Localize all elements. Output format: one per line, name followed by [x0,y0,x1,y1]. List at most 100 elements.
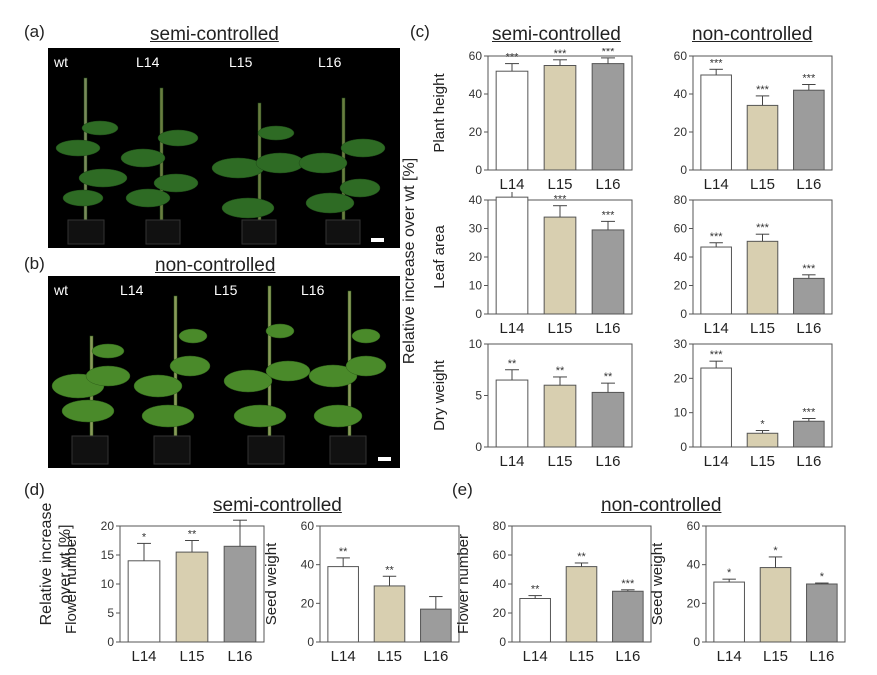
y-tick-label: 0 [680,440,687,454]
y-tick-label: 60 [687,519,701,533]
significance-marker: *** [554,194,568,206]
scale-bar [371,238,384,242]
x-tick-label: L14 [523,648,548,665]
significance-marker: *** [621,578,635,590]
chart-plant-height-non: 0 20 40 60 *** L14 *** L15 *** L16 [674,49,833,193]
chart-leaf-area-non: 0 20 40 60 80 *** L14 *** L15 *** L16 [674,193,833,337]
scale-bar [378,457,391,461]
y-tick-label: 20 [301,596,315,610]
photo-semi-controlled: wt L14 L15 L16 [48,48,400,248]
photo-a-label-l14: L14 [136,54,160,70]
panel-b-letter: (b) [24,254,45,273]
panel-d-letter: (d) [24,480,45,499]
y-tick-label: 10 [674,406,688,420]
y-tick-label: 40 [674,87,688,101]
bar-l14 [495,196,529,315]
bar-l14 [519,598,551,643]
y-tick-label: 5 [107,606,114,620]
x-tick-label: L16 [227,648,252,665]
x-tick-label: L16 [796,453,821,470]
significance-marker: *** [756,222,770,234]
y-tick-label: 5 [475,389,482,403]
y-tick-label: 20 [101,519,115,533]
bar-l14 [495,70,529,171]
y-tick-label: 0 [680,163,687,177]
y-tick-label: 30 [674,337,688,351]
bar-l15 [565,566,598,643]
chart-plant-height-semi: 0 20 40 60 Plant height *** L14 *** L15 *** L16 [431,48,633,193]
bar-l16 [420,608,452,643]
bar-l16 [223,545,257,643]
x-tick-label: L16 [595,453,620,470]
significance-marker: ** [604,371,613,383]
panel-a-title: semi-controlled [150,24,279,45]
y-tick-label: 20 [674,371,688,385]
y-tick-label: 15 [101,548,115,562]
significance-marker: *** [756,84,770,96]
significance-marker: *** [602,209,616,221]
x-tick-label: L15 [547,320,572,337]
x-tick-label: L14 [704,453,729,470]
y-axis-label: Leaf area [431,225,448,289]
y-tick-label: 0 [680,307,687,321]
x-tick-label: L14 [131,648,156,665]
x-tick-label: L16 [423,648,448,665]
y-tick-label: 0 [475,440,482,454]
significance-marker: ** [577,551,586,563]
bar-l16 [591,391,625,448]
plants-illustration-b [51,285,387,465]
bar-l14 [495,379,529,448]
y-tick-label: 20 [493,606,507,620]
significance-marker: ** [508,358,517,370]
y-tick-label: 80 [493,519,507,533]
y-tick-label: 60 [674,222,688,236]
y-tick-label: 40 [493,577,507,591]
y-tick-label: 40 [674,250,688,264]
x-tick-label: L15 [547,453,572,470]
significance-marker: *** [710,57,724,69]
y-tick-label: 40 [301,558,315,572]
significance-marker: * [142,531,147,543]
x-tick-label: L16 [615,648,640,665]
significance-marker: *** [602,48,616,58]
y-tick-label: 60 [674,49,688,63]
photo-a-label-l16: L16 [318,54,342,70]
significance-marker: * [773,545,778,557]
significance-marker: *** [802,263,816,275]
x-tick-label: L14 [331,648,356,665]
x-tick-label: L14 [499,320,524,337]
bar-l14 [700,74,732,171]
bar-l15 [373,585,406,643]
x-tick-label: L15 [750,320,775,337]
y-tick-label: 20 [469,125,483,139]
photo-a-label-l15: L15 [229,54,253,70]
chart-dry-weight-non: 0 10 20 30 *** L14 * L15 *** L16 [674,337,833,470]
panel-c-title-non: non-controlled [692,24,813,45]
x-tick-label: L15 [750,453,775,470]
y-tick-label: 0 [107,635,114,649]
y-tick-label: 30 [469,222,483,236]
panel-c-title-semi: semi-controlled [492,24,621,45]
significance-marker: ** [531,584,540,596]
x-tick-label: L14 [499,453,524,470]
y-tick-label: 0 [693,635,700,649]
bar-l15 [746,240,779,315]
photo-b-label-l16: L16 [301,282,325,298]
y-tick-label: 10 [469,337,483,351]
y-tick-label: 60 [301,519,315,533]
panel-e-letter: (e) [452,480,473,499]
photo-a-label-wt: wt [54,54,68,70]
x-tick-label: L16 [809,648,834,665]
panel-e-title: non-controlled [601,495,722,516]
x-tick-label: L14 [717,648,742,665]
significance-marker: * [820,571,825,583]
y-tick-label: 0 [499,635,506,649]
significance-marker: *** [710,231,724,243]
panel-d-title: semi-controlled [213,495,342,516]
x-tick-label: L16 [595,320,620,337]
significance-marker: ** [339,546,348,558]
plants-illustration-a [55,77,386,245]
y-tick-label: 20 [674,279,688,293]
bar-l15 [543,216,577,315]
